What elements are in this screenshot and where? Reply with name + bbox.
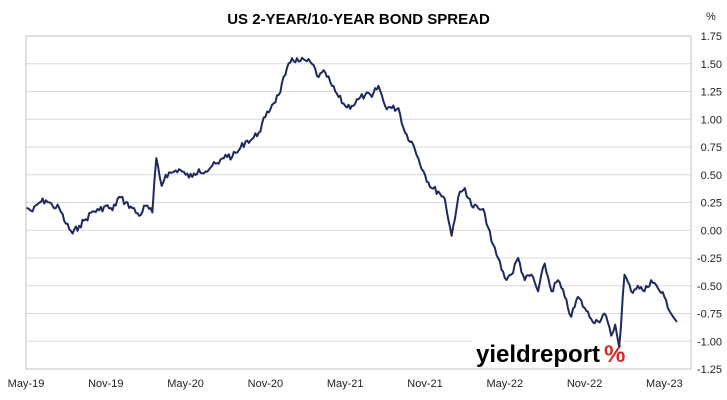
y-tick-label: 1.00 xyxy=(701,114,722,126)
x-tick-label: May-22 xyxy=(486,378,523,390)
logo-wordmark: yieldreport xyxy=(476,341,600,368)
y-tick-label: 0.00 xyxy=(701,225,722,237)
y-axis-tick-labels: 1.75 1.50 1.25 1.00 0.75 0.50 0.25 0.00 -0.25 -0.… xyxy=(697,31,722,376)
y-tick-label: 1.25 xyxy=(701,87,722,99)
x-tick-label: May-21 xyxy=(327,378,364,390)
x-tick-label: May-20 xyxy=(167,378,204,390)
chart-title: US 2-YEAR/10-YEAR BOND SPREAD xyxy=(227,11,490,28)
x-tick-label: Nov-21 xyxy=(407,378,442,390)
x-tick-label: May-19 xyxy=(8,378,45,390)
plot-area-border xyxy=(25,35,692,370)
y-tick-label: 0.25 xyxy=(701,198,722,210)
y-tick-label: 0.50 xyxy=(701,170,722,182)
x-tick-label: Nov-20 xyxy=(248,378,283,390)
y-tick-label: -0.75 xyxy=(697,309,722,321)
x-axis-tick-labels: May-19 Nov-19 May-20 Nov-20 May-21 Nov-21 May-… xyxy=(8,378,683,390)
y-tick-label: -0.25 xyxy=(697,253,722,265)
y-tick-label: -0.50 xyxy=(697,281,722,293)
logo-percent-mark: % xyxy=(604,341,625,368)
y-tick-label: 0.75 xyxy=(701,142,722,154)
logo-background xyxy=(472,338,624,368)
yieldreport-logo: yieldreport % xyxy=(472,338,625,368)
y-tick-label: -1.25 xyxy=(697,364,722,376)
y-tick-label: 1.75 xyxy=(701,31,722,43)
spread-series-line xyxy=(26,56,678,348)
x-tick-label: May-23 xyxy=(646,378,683,390)
y-axis-unit: % xyxy=(706,11,716,23)
x-tick-label: Nov-22 xyxy=(567,378,602,390)
y-tick-label: -1.00 xyxy=(697,336,722,348)
y-tick-label: 1.50 xyxy=(701,59,722,71)
x-tick-label: Nov-19 xyxy=(88,378,123,390)
